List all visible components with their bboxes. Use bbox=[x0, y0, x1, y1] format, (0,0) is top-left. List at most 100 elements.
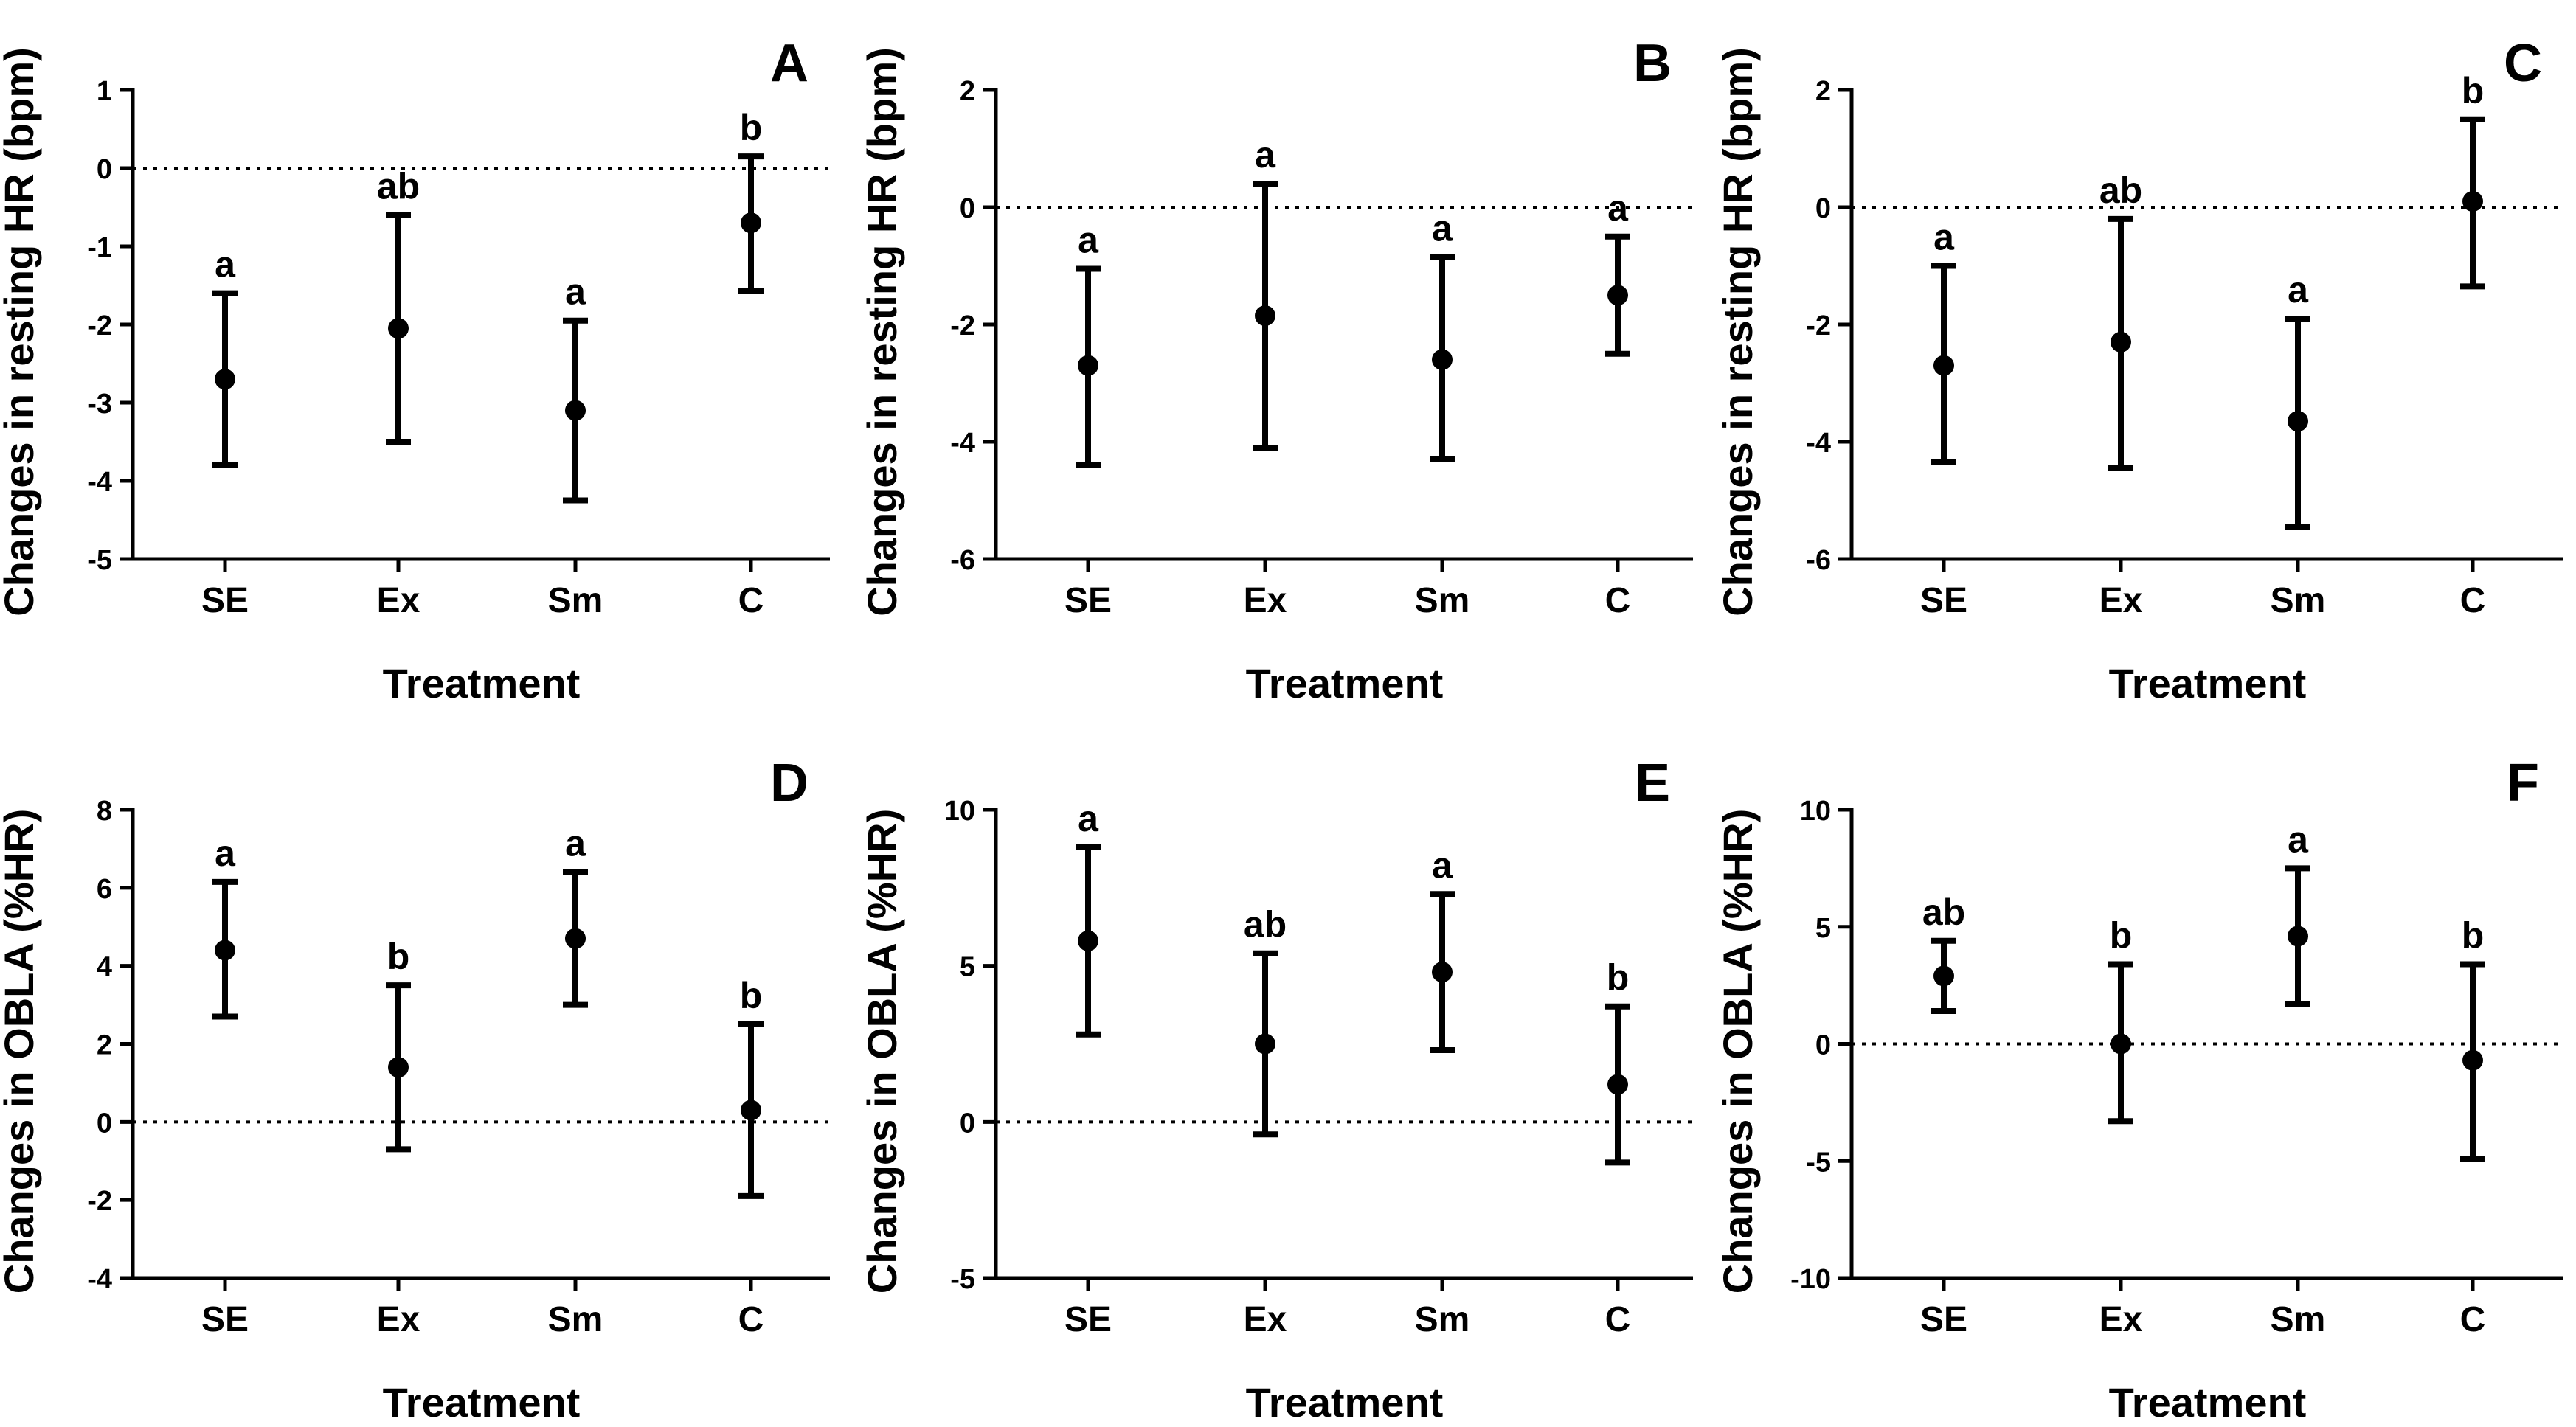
y-tick-label: 0 bbox=[960, 193, 975, 224]
significance-label: a bbox=[215, 833, 236, 874]
x-tick-label: Sm bbox=[548, 1300, 603, 1339]
mean-point bbox=[2462, 191, 2483, 212]
mean-point bbox=[1933, 965, 1954, 987]
panel-letter: C bbox=[2504, 34, 2542, 93]
y-axis-title: Changes in resting HR (bpm) bbox=[0, 47, 42, 617]
mean-point bbox=[1432, 962, 1453, 983]
y-tick-label: -2 bbox=[1806, 310, 1831, 341]
mean-point bbox=[215, 940, 235, 961]
y-axis-title: Changes in OBLA (%HR) bbox=[1714, 809, 1761, 1294]
y-tick-label: 6 bbox=[97, 874, 112, 905]
y-tick-label: 0 bbox=[960, 1108, 975, 1139]
significance-label: ab bbox=[1922, 892, 1965, 933]
mean-point bbox=[741, 1100, 761, 1121]
mean-point bbox=[1255, 305, 1275, 327]
y-axis-title: Changes in OBLA (%HR) bbox=[0, 809, 42, 1294]
y-tick-label: 0 bbox=[97, 154, 112, 185]
panel-a: 10-1-2-3-4-5SE Ex Sm CaababATreatmentChange… bbox=[0, 34, 830, 706]
significance-label: ab bbox=[2099, 170, 2142, 211]
x-axis-title: Treatment bbox=[2109, 1379, 2307, 1426]
mean-point bbox=[565, 400, 586, 421]
x-tick-label: SE bbox=[1064, 1300, 1112, 1339]
y-tick-label: -3 bbox=[87, 389, 112, 420]
y-tick-label: 4 bbox=[97, 952, 112, 983]
y-tick-label: -6 bbox=[950, 545, 975, 576]
y-tick-label: 0 bbox=[97, 1108, 112, 1139]
x-tick-label: SE bbox=[1920, 581, 1967, 620]
y-tick-label: 10 bbox=[1800, 796, 1831, 827]
mean-point bbox=[1933, 355, 1954, 376]
x-axis-title: Treatment bbox=[383, 1379, 581, 1426]
significance-label: a bbox=[1607, 187, 1629, 229]
y-axis-title: Changes in resting HR (bpm) bbox=[859, 47, 905, 617]
x-tick-label: Ex bbox=[2099, 1300, 2143, 1339]
y-tick-label: -1 bbox=[87, 232, 112, 263]
x-tick-label: Ex bbox=[377, 1300, 420, 1339]
significance-label: b bbox=[387, 936, 410, 977]
x-tick-label: C bbox=[738, 581, 764, 620]
significance-label: a bbox=[2288, 819, 2309, 860]
x-tick-label: Sm bbox=[548, 581, 603, 620]
x-axis-title: Treatment bbox=[2109, 660, 2307, 706]
mean-point bbox=[1078, 355, 1098, 376]
x-tick-label: C bbox=[2460, 581, 2486, 620]
significance-label: b bbox=[2110, 915, 2133, 956]
y-tick-label: 2 bbox=[1815, 76, 1831, 107]
x-tick-label: SE bbox=[201, 581, 249, 620]
y-tick-label: -4 bbox=[87, 467, 112, 498]
x-tick-label: SE bbox=[1920, 1300, 1967, 1339]
y-tick-label: 8 bbox=[97, 796, 112, 827]
x-tick-label: C bbox=[738, 1300, 764, 1339]
y-tick-label: -10 bbox=[1790, 1264, 1831, 1295]
significance-label: ab bbox=[1244, 904, 1287, 945]
y-axis-title: Changes in OBLA (%HR) bbox=[859, 809, 905, 1294]
x-axis-title: Treatment bbox=[1246, 1379, 1444, 1426]
mean-point bbox=[2288, 926, 2308, 947]
significance-label: a bbox=[565, 823, 586, 864]
mean-point bbox=[1607, 285, 1628, 306]
mean-point bbox=[2111, 331, 2131, 353]
panel-letter: A bbox=[770, 34, 809, 93]
mean-point bbox=[388, 318, 409, 339]
x-axis-title: Treatment bbox=[1246, 660, 1444, 706]
y-tick-label: 0 bbox=[1815, 1030, 1831, 1061]
significance-label: b bbox=[1607, 957, 1630, 999]
y-tick-label: 5 bbox=[960, 952, 975, 983]
significance-label: a bbox=[1078, 219, 1099, 260]
x-tick-label: Ex bbox=[377, 581, 420, 620]
y-tick-label: -5 bbox=[950, 1264, 975, 1295]
x-tick-label: SE bbox=[201, 1300, 249, 1339]
mean-point bbox=[2462, 1049, 2483, 1071]
mean-point bbox=[1255, 1033, 1275, 1055]
x-tick-label: Sm bbox=[2271, 581, 2326, 620]
y-tick-label: 2 bbox=[960, 76, 975, 107]
y-tick-label: 0 bbox=[1815, 193, 1831, 224]
significance-label: a bbox=[1432, 208, 1453, 249]
y-tick-label: 10 bbox=[944, 796, 975, 827]
significance-label: a bbox=[2288, 269, 2309, 310]
y-tick-label: -5 bbox=[1806, 1147, 1831, 1178]
significance-label: b bbox=[2462, 915, 2485, 956]
significance-label: a bbox=[1078, 798, 1099, 839]
mean-point bbox=[215, 369, 235, 390]
mean-point bbox=[2111, 1033, 2131, 1055]
x-tick-label: Sm bbox=[1415, 1300, 1470, 1339]
x-tick-label: Sm bbox=[2271, 1300, 2326, 1339]
x-tick-label: C bbox=[2460, 1300, 2486, 1339]
y-tick-label: -2 bbox=[87, 310, 112, 341]
panel-letter: B bbox=[1633, 34, 1672, 93]
x-tick-label: Ex bbox=[2099, 581, 2143, 620]
y-tick-label: -4 bbox=[87, 1264, 112, 1295]
x-tick-label: SE bbox=[1064, 581, 1112, 620]
x-tick-label: C bbox=[1605, 581, 1631, 620]
mean-point bbox=[388, 1057, 409, 1078]
y-tick-label: -4 bbox=[950, 428, 975, 459]
y-tick-label: -6 bbox=[1806, 545, 1831, 576]
y-tick-label: 2 bbox=[97, 1030, 112, 1061]
panel-d: 8 6 4 2 0 -2 -4 SE Ex Sm Ca b a b D Treatment Changes in… bbox=[0, 754, 830, 1426]
significance-label: b bbox=[740, 107, 763, 148]
significance-label: a bbox=[215, 244, 236, 285]
y-tick-label: 1 bbox=[97, 76, 112, 107]
